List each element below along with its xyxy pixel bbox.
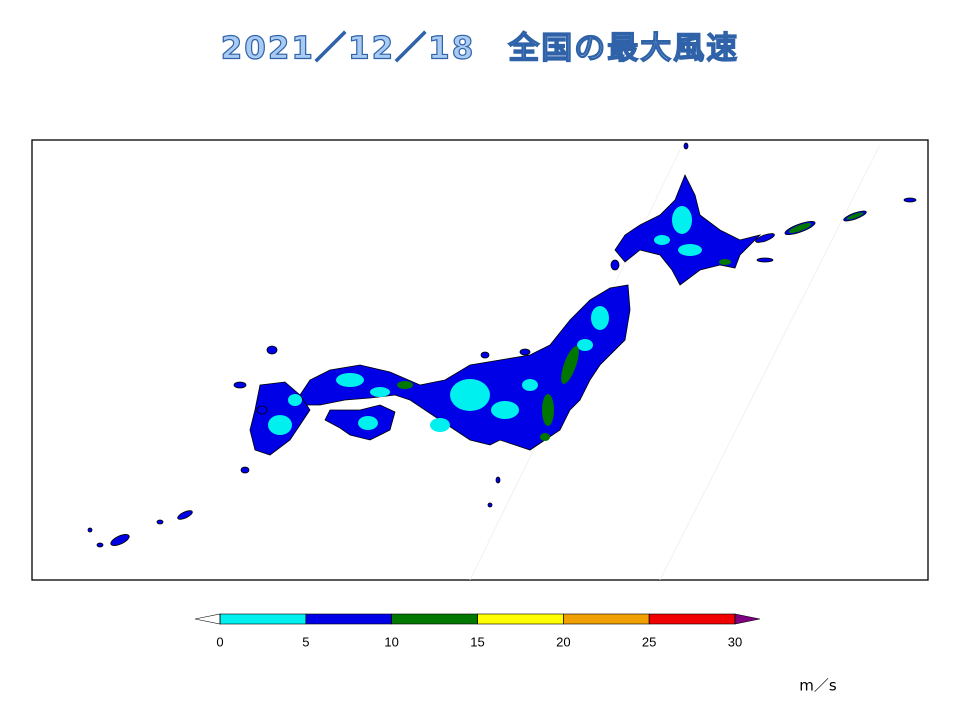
map [31,139,929,581]
colorbar-under [194,613,221,625]
colorbar-tick-label: 25 [642,634,656,649]
colorbar-segment [648,613,736,625]
map-frame [31,139,929,581]
colorbar-segment [391,613,478,625]
colorbar-tick-label: 30 [728,634,742,649]
title: 2021／12／18 全国の最大風速 [221,31,740,67]
colorbar-tick-label: 20 [556,634,570,649]
small-islands [87,259,620,548]
colorbar-tick-label: 0 [216,634,223,649]
unit-label: m／s [799,677,837,695]
colorbar-tick-label: 10 [384,634,398,649]
colorbar-segment [563,613,650,625]
colorbar-segment [305,613,392,625]
colorbar: 0 5 10 15 20 25 30 [194,613,761,649]
colorbar-over [734,613,761,625]
colorbar-segment [219,613,307,625]
colorbar-tick-label: 5 [302,634,309,649]
colorbar-tick-label: 15 [470,634,484,649]
colorbar-segment [477,613,564,625]
